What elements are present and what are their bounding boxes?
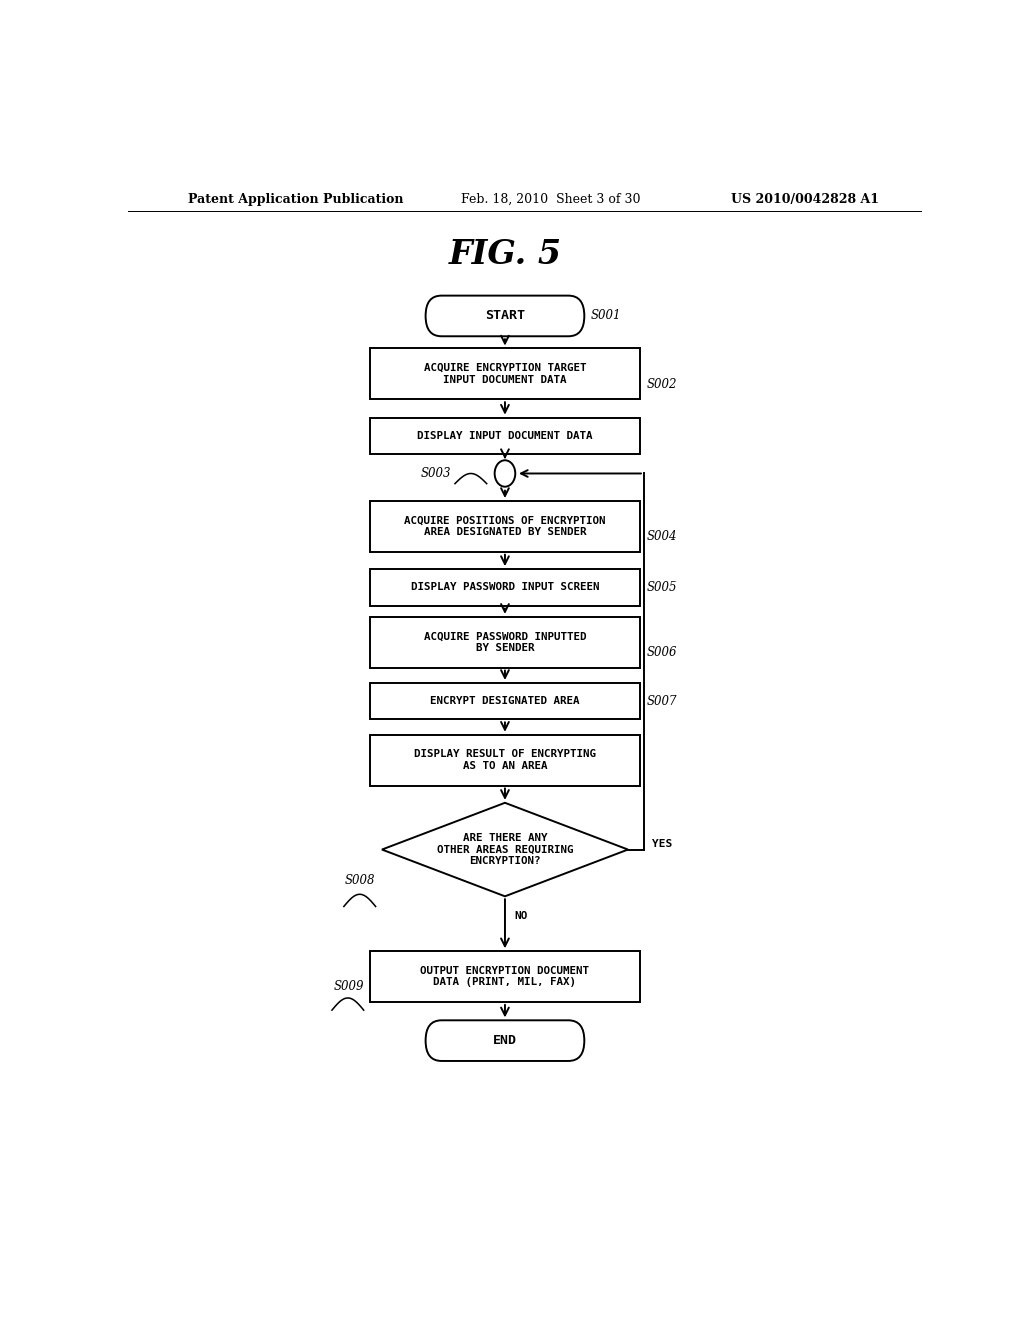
Text: OUTPUT ENCRYPTION DOCUMENT
DATA (PRINT, MIL, FAX): OUTPUT ENCRYPTION DOCUMENT DATA (PRINT, … [421, 966, 590, 987]
Text: NO: NO [514, 911, 528, 920]
Text: S009: S009 [333, 981, 364, 993]
Text: S005: S005 [646, 581, 677, 594]
Text: US 2010/0042828 A1: US 2010/0042828 A1 [731, 193, 880, 206]
Text: START: START [485, 309, 525, 322]
Circle shape [495, 461, 515, 487]
Text: FIG. 5: FIG. 5 [449, 239, 561, 272]
Bar [370, 348, 640, 399]
Bar [370, 500, 640, 552]
Text: S006: S006 [646, 645, 677, 659]
Text: ACQUIRE PASSWORD INPUTTED
BY SENDER: ACQUIRE PASSWORD INPUTTED BY SENDER [424, 631, 586, 653]
Text: ACQUIRE ENCRYPTION TARGET
INPUT DOCUMENT DATA: ACQUIRE ENCRYPTION TARGET INPUT DOCUMENT… [424, 363, 586, 384]
Text: ACQUIRE POSITIONS OF ENCRYPTION
AREA DESIGNATED BY SENDER: ACQUIRE POSITIONS OF ENCRYPTION AREA DES… [404, 516, 606, 537]
Text: DISPLAY PASSWORD INPUT SCREEN: DISPLAY PASSWORD INPUT SCREEN [411, 582, 599, 593]
Bar [370, 569, 640, 606]
Text: DISPLAY INPUT DOCUMENT DATA: DISPLAY INPUT DOCUMENT DATA [417, 430, 593, 441]
Text: Patent Application Publication: Patent Application Publication [187, 193, 403, 206]
Text: S003: S003 [421, 467, 451, 480]
FancyBboxPatch shape [426, 296, 585, 337]
Bar [370, 735, 640, 785]
Text: ARE THERE ANY
OTHER AREAS REQUIRING
ENCRYPTION?: ARE THERE ANY OTHER AREAS REQUIRING ENCR… [436, 833, 573, 866]
Text: YES: YES [652, 840, 672, 850]
Polygon shape [382, 803, 628, 896]
Text: S008: S008 [345, 874, 376, 887]
Bar [370, 682, 640, 719]
Text: S001: S001 [591, 309, 622, 322]
Bar [370, 417, 640, 454]
Text: ENCRYPT DESIGNATED AREA: ENCRYPT DESIGNATED AREA [430, 696, 580, 706]
Bar [370, 952, 640, 1002]
Text: S002: S002 [646, 378, 677, 391]
Text: END: END [493, 1034, 517, 1047]
Bar [370, 616, 640, 668]
Text: DISPLAY RESULT OF ENCRYPTING
AS TO AN AREA: DISPLAY RESULT OF ENCRYPTING AS TO AN AR… [414, 750, 596, 771]
Text: S004: S004 [646, 531, 677, 543]
Text: Feb. 18, 2010  Sheet 3 of 30: Feb. 18, 2010 Sheet 3 of 30 [461, 193, 641, 206]
Text: S007: S007 [646, 694, 677, 708]
FancyBboxPatch shape [426, 1020, 585, 1061]
